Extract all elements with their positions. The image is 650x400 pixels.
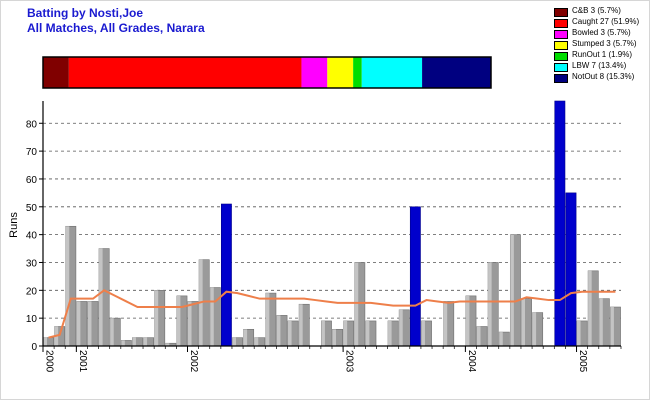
bar-highlight [510,234,514,346]
y-tick-label: 50 [26,203,38,214]
legend-label-runout: RunOut 1 (1.9%) [572,50,633,59]
x-year-label: 2001 [77,350,88,373]
bar-highlight [154,290,159,346]
y-tick-label: 70 [26,147,38,158]
bar-highlight [176,295,181,346]
average-line [48,289,616,339]
bar-highlight [265,293,270,346]
bar-notout [220,203,232,347]
axes: 0 10 20 30 40 50 60 70 80 2000 2001 2002 2003 2004 200… [26,101,622,373]
dismissal-segment-bowled [301,57,328,88]
bar-highlight [488,262,492,346]
bar-highlight [532,312,537,346]
bar-highlight [65,226,70,346]
bar-highlight [143,337,148,346]
bar-highlight [132,337,136,346]
bar-highlight [110,318,114,346]
bar-highlight [588,270,592,346]
dismissal-segment-cb [43,57,69,88]
legend-label-notout: NotOut 8 (15.3%) [572,72,635,81]
bar-notout [554,100,566,347]
bar-highlight [388,320,392,346]
dismissal-summary-bar [42,56,492,89]
y-tick-label: 40 [26,231,38,242]
x-year-label: 2003 [344,350,355,373]
dismissal-segment-stumped [327,57,354,88]
bar-highlight [354,262,359,346]
legend-label-lbw: LBW 7 (13.4%) [572,61,627,70]
bar-highlight [599,298,603,346]
bar-highlight [321,320,325,346]
bar-highlight [87,301,92,346]
legend-label-bowled: Bowled 3 (5.7%) [572,28,631,37]
dismissal-bar-border [42,56,492,89]
bar-highlight [299,304,303,346]
runs-bars [43,100,621,347]
legend-label-caught: Caught 27 (51.9%) [572,17,640,26]
bar-highlight [332,329,337,346]
average-line-group [48,289,616,339]
legend-swatch-notout [554,74,568,83]
bar-highlight [576,320,581,346]
y-axis-title: Runs [8,212,20,238]
legend-swatch-caught [554,19,568,28]
bar-highlight [76,301,81,346]
x-year-label: 2000 [44,350,55,373]
bar-highlight [476,326,481,346]
y-tick-label: 60 [26,175,38,186]
bar-highlight [521,298,525,346]
legend-swatch-lbw [554,63,568,72]
legend-swatch-cb [554,8,568,17]
bar-highlight [499,332,503,346]
bar-highlight [421,320,425,346]
bar-highlight [465,295,470,346]
y-tick-label: 20 [26,286,38,297]
bar-notout [565,192,577,347]
x-year-label: 2005 [577,350,588,373]
bar-highlight [399,309,403,346]
dismissal-segment-runout [353,57,362,88]
bar-highlight [232,337,236,346]
bar-highlight [210,287,214,346]
y-tick-label: 30 [26,258,38,269]
bar-highlight [243,329,248,346]
chart-subtitle: All Matches, All Grades, Narara [27,21,205,35]
legend-swatch-bowled [554,30,568,39]
dismissal-segment-caught [68,57,302,88]
legend-label-stumped: Stumped 3 (5.7%) [572,39,637,48]
bar-highlight [365,320,370,346]
legend-swatch-stumped [554,41,568,50]
bar-highlight [187,301,192,346]
y-tick-label: 0 [31,342,37,353]
bar-highlight [610,307,614,346]
legend-swatch-runout [554,52,568,61]
bar-highlight [99,248,103,346]
dismissal-segment-notout [422,57,491,88]
bar-highlight [43,337,48,346]
dismissal-segment-lbw [361,57,423,88]
x-year-label: 2002 [188,350,199,373]
bar-notout [409,206,421,347]
bar-highlight [121,340,125,346]
bar-highlight [343,320,348,346]
bar-highlight [276,315,281,347]
gridlines [43,122,621,319]
x-year-label: 2004 [466,350,477,373]
legend-label-cb: C&B 3 (5.7%) [572,6,621,15]
bar-highlight [254,337,259,346]
y-tick-label: 80 [26,119,38,130]
y-tick-label: 10 [26,314,38,325]
bar-highlight [165,343,170,346]
bar-highlight [443,301,448,346]
chart-title: Batting by Nosti,Joe [27,6,144,20]
bar-highlight [287,320,292,346]
